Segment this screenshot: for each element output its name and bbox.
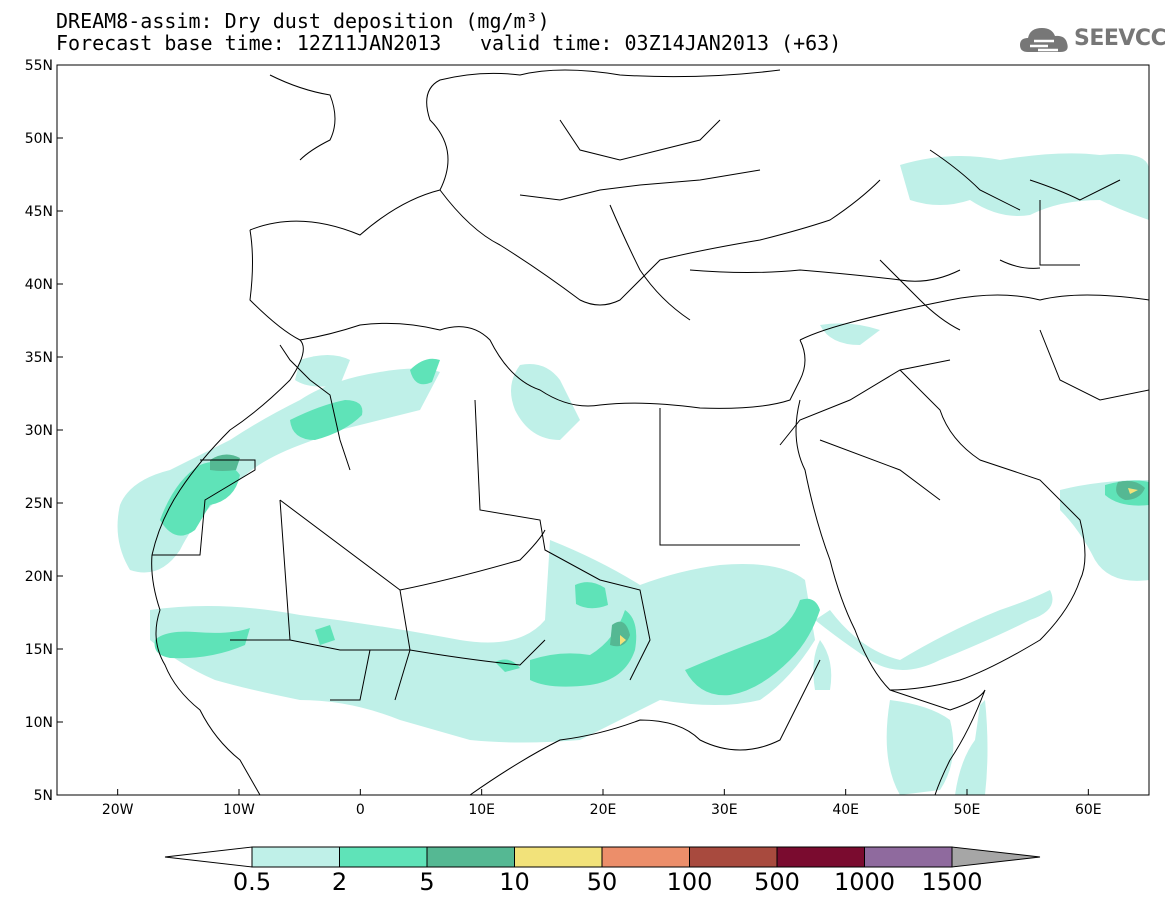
lat-tick-label: 55N xyxy=(25,58,53,74)
lon-tick-label: 10E xyxy=(468,802,495,818)
dust-contours-light xyxy=(117,153,1149,795)
colorbar xyxy=(164,846,1041,868)
colorbar-swatch xyxy=(864,846,953,868)
colorbar-label: 0.5 xyxy=(232,868,272,896)
logo-text: SEEVCCC xyxy=(1074,26,1165,51)
colorbar-label: 1500 xyxy=(921,868,983,896)
colorbar-swatch xyxy=(426,846,515,868)
lon-tick-label: 60E xyxy=(1075,802,1102,818)
lon-tick-label: 50E xyxy=(954,802,981,818)
lon-tick-label: 10W xyxy=(223,802,255,818)
colorbar-label: 50 xyxy=(586,868,618,896)
colorbar-label: 10 xyxy=(499,868,530,896)
lat-tick-label: 10N xyxy=(25,715,53,731)
lat-tick-label: 25N xyxy=(25,496,53,512)
lat-tick-label: 15N xyxy=(25,642,53,658)
lat-tick-label: 20N xyxy=(25,569,53,585)
colorbar-label: 5 xyxy=(419,868,435,896)
colorbar-high-arrow xyxy=(951,846,1041,868)
lon-tick-label: 20E xyxy=(590,802,617,818)
colorbar-label: 1000 xyxy=(833,868,896,896)
colorbar-swatch xyxy=(251,846,340,868)
lat-tick-label: 5N xyxy=(34,788,53,804)
lon-tick-label: 30E xyxy=(711,802,738,818)
lon-tick-label: 40E xyxy=(832,802,859,818)
colorbar-swatch xyxy=(339,846,428,868)
lon-tick-label: 20W xyxy=(102,802,134,818)
lat-tick-label: 50N xyxy=(25,131,53,147)
colorbar-label: 100 xyxy=(666,868,713,896)
lat-tick-label: 45N xyxy=(25,204,53,220)
lat-tick-label: 40N xyxy=(25,277,53,293)
lat-tick-label: 30N xyxy=(25,423,53,439)
forecast-base-time: Forecast base time: 12Z11JAN2013 xyxy=(56,31,442,55)
latitude-labels: 55N 50N 45N 40N 35N 30N 25N 20N 15N 10N 5N xyxy=(25,58,53,804)
colorbar-swatch xyxy=(689,846,778,868)
colorbar-swatch xyxy=(776,846,865,868)
dust-contours-peak xyxy=(620,488,1138,645)
colorbar-label: 500 xyxy=(754,868,800,896)
axis-ticks xyxy=(57,64,1089,796)
colorbar-label: 2 xyxy=(331,868,348,896)
valid-time: valid time: 03Z14JAN2013 (+63) xyxy=(480,31,842,55)
lon-tick-label: 0 xyxy=(356,802,365,818)
colorbar-swatch xyxy=(514,846,603,868)
longitude-labels: 20W 10W 0 10E 20E 30E 40E 50E 60E xyxy=(102,802,1102,818)
map-title: DREAM8-assim: Dry dust deposition (mg/m³… xyxy=(56,9,550,33)
cloud-icon xyxy=(1020,28,1068,52)
colorbar-low-arrow xyxy=(164,846,253,868)
country-borders xyxy=(151,69,1149,795)
dust-contours-medium xyxy=(154,358,1149,696)
colorbar-swatch xyxy=(601,846,690,868)
lat-tick-label: 35N xyxy=(25,350,53,366)
seevccc-logo: SEEVCCC xyxy=(1018,22,1165,58)
